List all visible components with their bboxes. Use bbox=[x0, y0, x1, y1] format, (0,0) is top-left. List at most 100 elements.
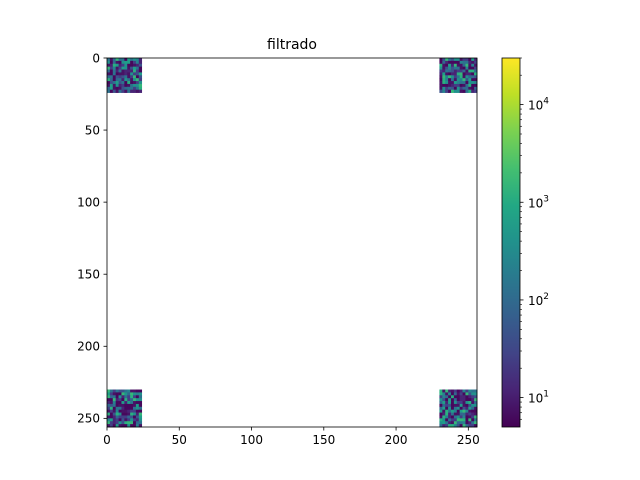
heatmap-cell bbox=[109, 418, 114, 422]
heatmap-cell bbox=[450, 392, 455, 396]
heatmap-cell bbox=[465, 63, 469, 67]
heatmap-cell bbox=[130, 58, 134, 62]
heatmap-cell bbox=[124, 392, 128, 396]
heatmap-cell bbox=[448, 60, 452, 65]
heatmap-cell bbox=[471, 403, 475, 408]
heatmap-cell bbox=[124, 81, 128, 85]
heatmap-cell bbox=[133, 389, 137, 393]
heatmap-cell bbox=[468, 72, 472, 76]
heatmap-cell bbox=[130, 392, 134, 396]
heatmap-cell bbox=[456, 63, 461, 67]
heatmap-cell bbox=[456, 415, 461, 419]
heatmap-cell bbox=[107, 403, 111, 408]
heatmap-cell bbox=[127, 395, 131, 399]
heatmap-cell bbox=[456, 81, 461, 85]
heatmap-cell bbox=[465, 421, 469, 425]
heatmap-cell bbox=[456, 78, 461, 82]
heatmap-cell bbox=[462, 398, 466, 402]
heatmap-cell bbox=[465, 424, 469, 428]
heatmap-cell bbox=[471, 83, 475, 88]
heatmap-cell bbox=[445, 78, 449, 82]
heatmap-cell bbox=[107, 63, 111, 67]
heatmap-cell bbox=[115, 401, 119, 405]
heatmap-cell bbox=[459, 89, 463, 93]
heatmap-cell bbox=[127, 409, 131, 413]
heatmap-cell bbox=[107, 409, 111, 413]
colorbar-tick-label: 103 bbox=[528, 194, 549, 210]
heatmap-cell bbox=[456, 424, 461, 428]
heatmap-cell bbox=[445, 424, 449, 428]
heatmap-cell bbox=[474, 78, 478, 82]
heatmap-cell bbox=[107, 406, 111, 411]
heatmap-cell bbox=[118, 409, 122, 413]
heatmap-cell bbox=[442, 392, 446, 396]
heatmap-cell bbox=[135, 72, 140, 76]
heatmap-cell bbox=[471, 389, 475, 393]
heatmap-cell bbox=[439, 86, 443, 91]
heatmap-cell bbox=[462, 409, 466, 413]
heatmap-cell bbox=[138, 69, 143, 73]
heatmap-cell bbox=[468, 401, 472, 405]
heatmap-cell bbox=[133, 398, 137, 402]
heatmap-cell bbox=[468, 81, 472, 85]
heatmap-cell bbox=[130, 63, 134, 67]
heatmap-cell bbox=[450, 406, 455, 411]
heatmap-cell bbox=[459, 60, 463, 65]
heatmap-cell bbox=[453, 421, 458, 425]
heatmap-cell bbox=[448, 66, 452, 70]
heatmap-cell bbox=[445, 398, 449, 402]
heatmap-cell bbox=[465, 78, 469, 82]
heatmap-cell bbox=[468, 58, 472, 62]
heatmap-cell bbox=[112, 72, 117, 76]
heatmap-cell bbox=[456, 89, 461, 93]
heatmap-cell bbox=[109, 83, 114, 88]
heatmap-cell bbox=[130, 89, 134, 93]
heatmap-cell bbox=[448, 89, 452, 93]
heatmap-cell bbox=[448, 398, 452, 402]
heatmap-cell bbox=[453, 424, 458, 428]
heatmap-cell bbox=[127, 403, 131, 408]
heatmap-cell bbox=[124, 403, 128, 408]
heatmap-cell bbox=[471, 409, 475, 413]
heatmap-cell bbox=[138, 81, 143, 85]
heatmap-cell bbox=[465, 398, 469, 402]
heatmap-cell bbox=[138, 83, 143, 88]
heatmap-cell bbox=[112, 389, 117, 393]
heatmap-cell bbox=[133, 409, 137, 413]
heatmap-cell bbox=[127, 81, 131, 85]
heatmap-cell bbox=[456, 406, 461, 411]
heatmap-cell bbox=[133, 60, 137, 65]
heatmap-cell bbox=[109, 392, 114, 396]
heatmap-cell bbox=[465, 412, 469, 416]
heatmap-cell bbox=[121, 403, 125, 408]
heatmap-cell bbox=[448, 72, 452, 76]
heatmap-cell bbox=[453, 63, 458, 67]
heatmap-cell bbox=[442, 395, 446, 399]
heatmap-cell bbox=[471, 395, 475, 399]
heatmap-cell bbox=[453, 392, 458, 396]
heatmap-cell bbox=[453, 58, 458, 62]
heatmap-cell bbox=[112, 421, 117, 425]
heatmap-cell bbox=[459, 424, 463, 428]
heatmap-cell bbox=[453, 86, 458, 91]
heatmap-cell bbox=[439, 66, 443, 70]
heatmap-cell bbox=[124, 406, 128, 411]
heatmap-cell bbox=[474, 72, 478, 76]
heatmap-cell bbox=[130, 418, 134, 422]
heatmap-cell bbox=[138, 78, 143, 82]
heatmap-cell bbox=[121, 81, 125, 85]
heatmap-cell bbox=[130, 398, 134, 402]
heatmap-cell bbox=[465, 418, 469, 422]
heatmap-cell bbox=[459, 81, 463, 85]
colorbar-tick-label: 101 bbox=[528, 390, 549, 406]
heatmap-cell bbox=[439, 403, 443, 408]
y-tick-label: 150 bbox=[77, 268, 100, 282]
heatmap-cell bbox=[127, 392, 131, 396]
heatmap-cell bbox=[135, 66, 140, 70]
heatmap-cell bbox=[118, 63, 122, 67]
heatmap-cell bbox=[115, 406, 119, 411]
heatmap-cell bbox=[127, 75, 131, 79]
heatmap-cell bbox=[468, 389, 472, 393]
heatmap-cell bbox=[442, 415, 446, 419]
heatmap-cell bbox=[450, 72, 455, 76]
